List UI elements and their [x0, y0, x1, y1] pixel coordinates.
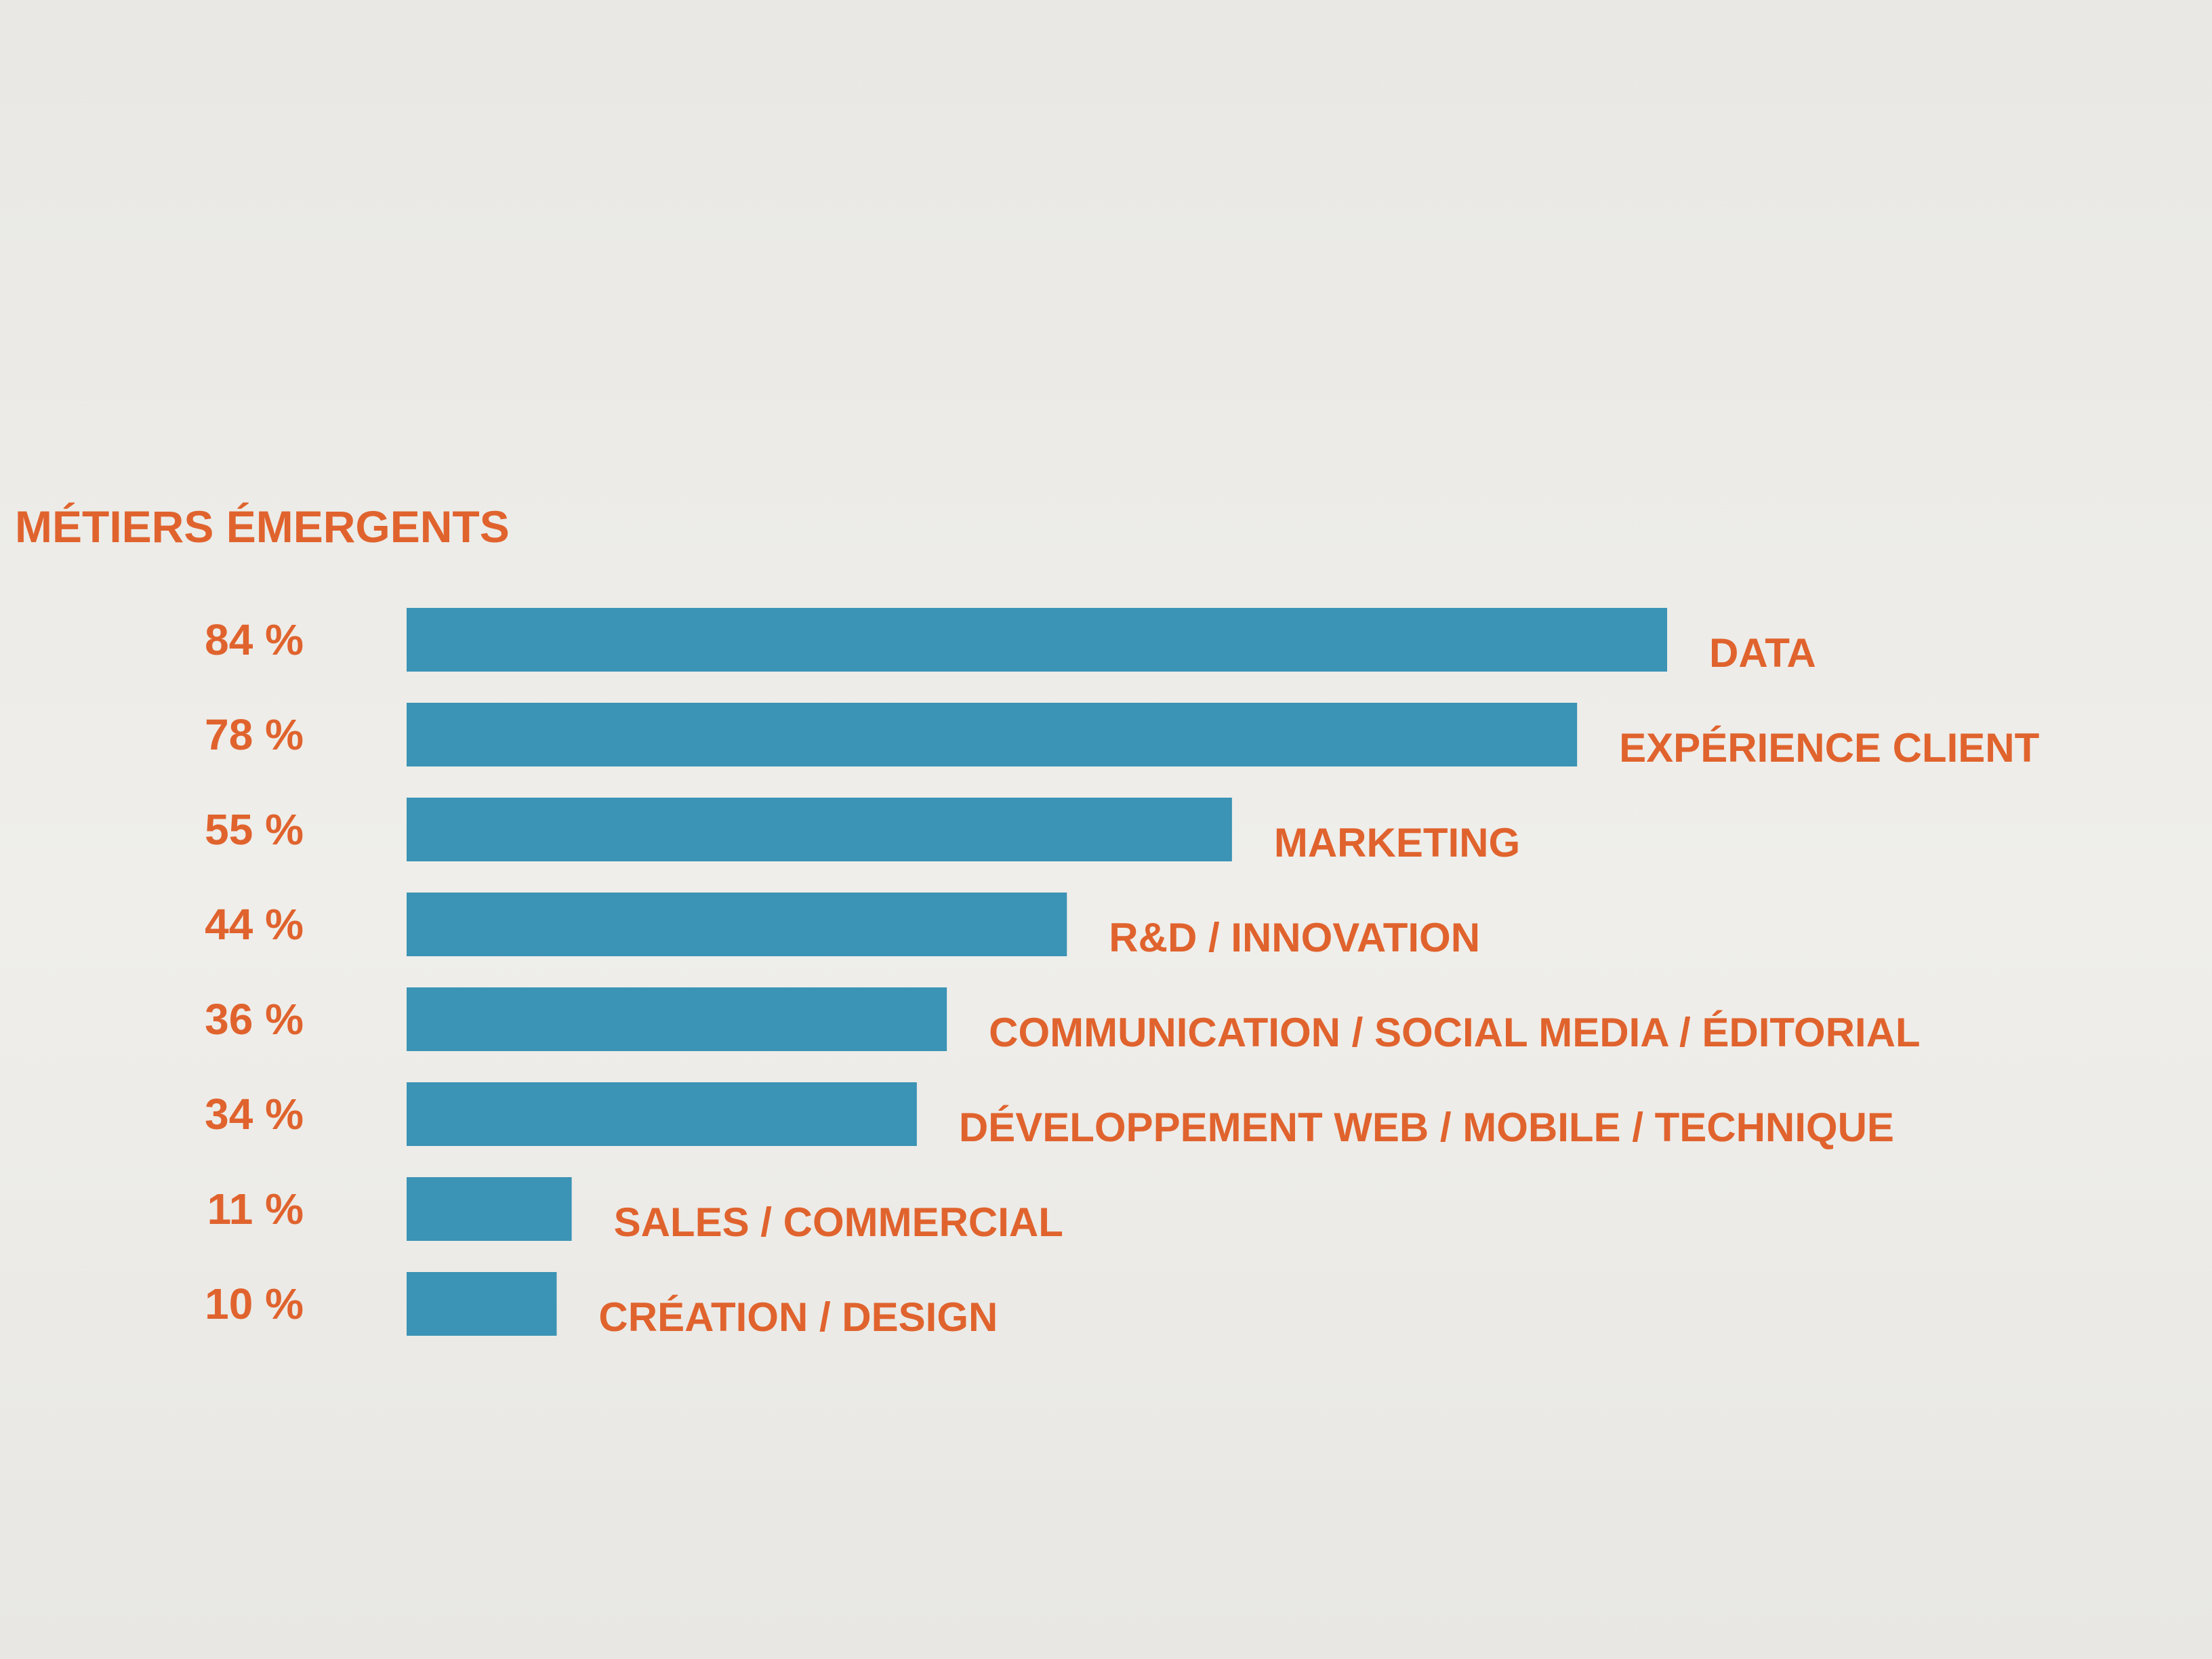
value-label-6: 34 % — [205, 1090, 304, 1139]
bar-2 — [407, 703, 1578, 766]
category-label-5: COMMUNICATION / SOCIAL MEDIA / ÉDITORIAL — [989, 1010, 1920, 1055]
category-label-8: CRÉATION / DESIGN — [598, 1294, 998, 1340]
category-label-4: R&D / INNOVATION — [1109, 915, 1480, 960]
value-labels-group: 84 % 78 % 55 % 44 % 36 % 34 % 11 % 10 % — [205, 615, 304, 1328]
chart-title: MÉTIERS ÉMERGENTS — [15, 501, 510, 552]
bar-4 — [407, 893, 1067, 956]
bar-7 — [407, 1177, 572, 1241]
value-label-8: 10 % — [205, 1279, 304, 1328]
category-label-2: EXPÉRIENCE CLIENT — [1619, 725, 2039, 771]
value-label-2: 78 % — [205, 710, 304, 759]
value-label-7: 11 % — [207, 1185, 304, 1233]
category-label-1: DATA — [1709, 630, 1816, 676]
category-label-3: MARKETING — [1274, 820, 1520, 865]
bar-5 — [407, 987, 947, 1051]
value-label-1: 84 % — [205, 615, 304, 664]
category-label-6: DÉVELOPPEMENT WEB / MOBILE / TECHNIQUE — [959, 1105, 1894, 1150]
category-label-7: SALES / COMMERCIAL — [614, 1200, 1063, 1245]
bar-8 — [407, 1272, 557, 1336]
bars-group — [407, 608, 1667, 1336]
value-label-3: 55 % — [205, 805, 304, 854]
bar-3 — [407, 798, 1232, 861]
category-labels-group: DATA EXPÉRIENCE CLIENT MARKETING R&D / INNO… — [598, 630, 2039, 1340]
bar-1 — [407, 608, 1667, 672]
value-label-4: 44 % — [205, 900, 304, 949]
value-label-5: 36 % — [205, 995, 304, 1044]
bar-6 — [407, 1082, 917, 1146]
